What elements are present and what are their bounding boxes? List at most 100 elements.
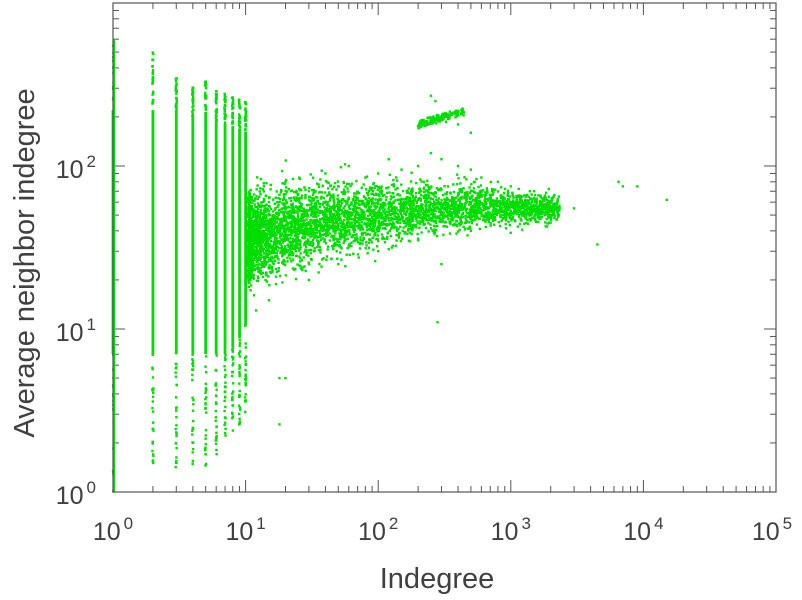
scatter-point — [316, 219, 319, 223]
scatter-point — [535, 197, 539, 200]
scatter-point — [151, 367, 154, 371]
scatter-point — [151, 102, 154, 105]
scatter-point — [174, 459, 178, 463]
scatter-point — [263, 198, 266, 201]
scatter-point — [191, 110, 194, 113]
scatter-point — [302, 224, 305, 227]
scatter-point — [515, 197, 518, 200]
scatter-point — [546, 210, 549, 214]
scatter-point — [405, 197, 409, 200]
scatter-point — [457, 191, 460, 195]
scatter-point — [273, 243, 276, 246]
scatter-point — [432, 209, 435, 212]
scatter-point — [387, 210, 391, 214]
scatter-point — [548, 215, 551, 219]
scatter-point — [247, 229, 250, 232]
scatter-point — [558, 204, 561, 208]
scatter-point — [287, 187, 290, 191]
scatter-point — [259, 177, 263, 181]
scatter-point — [250, 270, 253, 274]
scatter-point — [354, 238, 357, 242]
scatter-point — [456, 223, 459, 226]
scatter-point — [397, 215, 401, 218]
scatter-point — [191, 441, 194, 444]
scatter-point — [294, 243, 298, 246]
scatter-point — [368, 222, 371, 225]
scatter-point — [238, 406, 242, 409]
scatter-point — [542, 199, 546, 202]
scatter-point — [267, 227, 270, 230]
scatter-point — [264, 249, 268, 253]
scatter-point — [456, 199, 460, 202]
scatter-point — [277, 196, 280, 200]
scatter-point — [310, 196, 313, 200]
scatter-point — [537, 207, 541, 211]
scatter-point — [447, 204, 450, 207]
scatter-point — [174, 406, 178, 410]
scatter-point — [397, 209, 400, 212]
scatter-point — [304, 222, 307, 226]
scatter-point — [361, 216, 365, 219]
scatter-point — [257, 230, 261, 233]
scatter-point — [440, 205, 443, 209]
scatter-point — [392, 183, 396, 186]
scatter-point — [282, 206, 286, 210]
scatter-point — [237, 404, 241, 407]
scatter-point — [174, 362, 178, 366]
scatter-point — [250, 231, 254, 234]
scatter-point — [544, 207, 547, 211]
scatter-point — [426, 183, 429, 187]
scatter-point — [223, 108, 226, 111]
scatter-point — [250, 243, 253, 246]
scatter-point — [368, 208, 371, 211]
scatter-point — [262, 263, 265, 266]
scatter-point — [372, 193, 376, 197]
scatter-point — [339, 208, 342, 212]
scatter-point — [343, 218, 346, 222]
scatter-point — [355, 192, 358, 195]
scatter-point — [174, 371, 177, 374]
scatter-point — [439, 187, 442, 190]
scatter-point — [191, 98, 195, 101]
scatter-point — [489, 224, 492, 227]
scatter-point — [277, 261, 280, 264]
scatter-point — [425, 204, 428, 208]
scatter-point — [151, 78, 154, 81]
scatter-point — [426, 214, 430, 217]
scatter-point — [422, 180, 426, 184]
scatter-point — [321, 184, 324, 188]
scatter-point — [403, 204, 407, 207]
scatter-point — [507, 212, 511, 216]
scatter-point — [483, 206, 486, 209]
scatter-point — [345, 210, 349, 213]
scatter-point — [399, 204, 402, 208]
scatter-point — [422, 187, 426, 190]
scatter-point — [519, 200, 523, 203]
scatter-point — [501, 201, 505, 205]
scatter-point — [523, 222, 526, 225]
scatter-point — [434, 216, 437, 220]
scatter-point — [300, 196, 303, 200]
scatter-point — [249, 195, 252, 199]
scatter-point — [507, 220, 510, 224]
scatter-point — [292, 252, 295, 255]
scatter-point — [251, 245, 254, 248]
scatter-point — [265, 255, 268, 259]
scatter-point — [418, 220, 421, 223]
scatter-point — [249, 238, 253, 241]
scatter-point — [545, 204, 549, 207]
scatter-point — [268, 243, 271, 247]
scatter-point — [538, 199, 542, 203]
scatter-point — [272, 248, 275, 252]
scatter-point — [291, 223, 294, 227]
scatter-point — [477, 194, 481, 198]
scatter-point — [371, 197, 375, 200]
scatter-point — [255, 210, 259, 213]
scatter-point — [369, 219, 373, 223]
scatter-point — [204, 397, 207, 401]
scatter-point — [482, 216, 486, 219]
scatter-point — [536, 209, 540, 212]
scatter-point — [499, 199, 502, 203]
scatter-point — [392, 217, 396, 221]
scatter-point — [339, 199, 343, 203]
